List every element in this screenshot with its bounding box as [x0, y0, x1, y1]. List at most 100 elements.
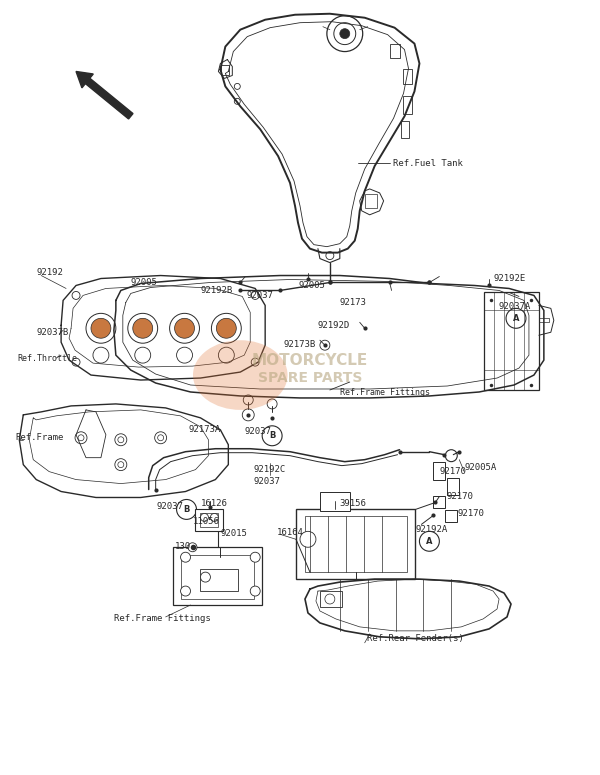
Circle shape [78, 435, 84, 441]
Text: 92173: 92173 [340, 298, 367, 307]
Circle shape [72, 291, 80, 299]
Circle shape [188, 542, 197, 552]
Bar [389, 43, 400, 57]
Bar [365, 194, 377, 208]
Text: 92192B: 92192B [200, 286, 233, 295]
Circle shape [72, 358, 80, 366]
Circle shape [242, 409, 254, 421]
Circle shape [340, 29, 350, 39]
Text: 92005A: 92005A [464, 463, 496, 472]
Text: Ref.Frame Fittings: Ref.Frame Fittings [340, 388, 430, 398]
Circle shape [75, 432, 87, 444]
Circle shape [118, 437, 124, 443]
Text: 16126: 16126 [200, 499, 227, 508]
Text: A: A [426, 537, 433, 546]
Text: 92037: 92037 [244, 427, 271, 436]
Circle shape [115, 459, 127, 470]
Circle shape [243, 395, 253, 405]
Circle shape [155, 432, 167, 444]
Text: 92170: 92170 [457, 509, 484, 518]
Circle shape [115, 434, 127, 446]
Circle shape [320, 340, 330, 350]
Circle shape [334, 22, 356, 45]
Circle shape [170, 313, 199, 343]
Text: B: B [269, 431, 275, 440]
Bar [403, 96, 412, 114]
Text: 11056: 11056 [193, 517, 220, 526]
Text: 92037: 92037 [253, 477, 280, 486]
Text: 92192C: 92192C [253, 465, 286, 474]
Text: 92037A: 92037A [498, 302, 530, 311]
Circle shape [218, 347, 235, 363]
Text: 92192E: 92192E [493, 274, 526, 283]
Bar [200, 569, 238, 591]
Bar [433, 497, 445, 508]
Circle shape [235, 84, 240, 89]
Circle shape [326, 252, 334, 260]
Circle shape [419, 532, 439, 551]
Text: 92170: 92170 [446, 492, 473, 501]
Circle shape [200, 513, 208, 522]
Circle shape [176, 347, 193, 363]
Text: 92037: 92037 [246, 291, 273, 300]
Circle shape [86, 313, 116, 343]
Circle shape [135, 347, 151, 363]
Circle shape [506, 308, 526, 329]
Circle shape [267, 399, 277, 409]
Text: Ref.Fuel Tank: Ref.Fuel Tank [392, 159, 463, 167]
Text: 92005: 92005 [298, 281, 325, 290]
Bar [181, 555, 254, 599]
Text: Ref.Rear Fender(s): Ref.Rear Fender(s) [367, 634, 463, 643]
Text: 92015: 92015 [220, 529, 247, 538]
Text: 92192: 92192 [36, 268, 63, 277]
Bar [448, 477, 459, 495]
Circle shape [91, 319, 111, 338]
Circle shape [211, 513, 218, 522]
Bar [320, 591, 342, 607]
Bar [196, 509, 223, 532]
Circle shape [251, 358, 259, 366]
Circle shape [133, 319, 152, 338]
Circle shape [176, 499, 196, 519]
Circle shape [158, 435, 164, 441]
Bar [484, 292, 539, 390]
Circle shape [250, 553, 260, 562]
Text: A: A [513, 314, 519, 323]
Text: 92037B: 92037B [36, 328, 68, 337]
Circle shape [200, 572, 211, 582]
Circle shape [327, 16, 363, 52]
Text: 92037: 92037 [157, 502, 184, 511]
Text: Ref.Frame: Ref.Frame [16, 433, 64, 443]
Bar [320, 491, 350, 512]
Text: Ref.Frame Fittings: Ref.Frame Fittings [114, 615, 211, 623]
Bar [433, 462, 445, 480]
Circle shape [175, 319, 194, 338]
Bar [221, 66, 229, 75]
Bar [305, 516, 407, 572]
Circle shape [93, 347, 109, 363]
Circle shape [325, 594, 335, 604]
Circle shape [251, 291, 259, 299]
Text: 92192D: 92192D [318, 321, 350, 330]
Text: Ref.Throttle: Ref.Throttle [17, 353, 77, 363]
Circle shape [250, 586, 260, 596]
Text: 16164: 16164 [277, 528, 304, 537]
Circle shape [181, 586, 191, 596]
Text: B: B [184, 505, 190, 514]
Text: 92170: 92170 [439, 467, 466, 476]
Ellipse shape [193, 340, 287, 410]
Text: SPARE PARTS: SPARE PARTS [258, 371, 362, 385]
Circle shape [118, 462, 124, 467]
Circle shape [211, 313, 241, 343]
Circle shape [217, 319, 236, 338]
Bar [445, 511, 457, 522]
Text: 39156: 39156 [340, 499, 367, 508]
Circle shape [262, 425, 282, 446]
Bar [296, 509, 415, 579]
Text: 92173B: 92173B [283, 339, 316, 349]
Bar [200, 513, 218, 527]
Circle shape [445, 449, 457, 462]
Circle shape [300, 532, 316, 547]
FancyArrow shape [76, 71, 133, 119]
Text: 130: 130 [175, 542, 191, 551]
